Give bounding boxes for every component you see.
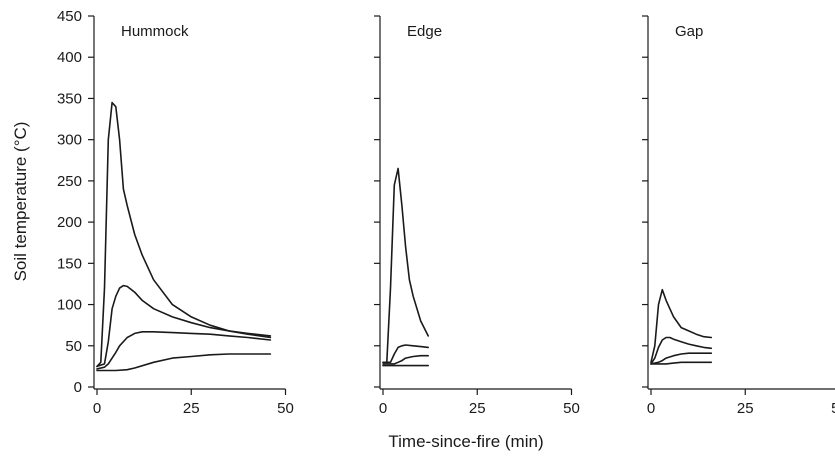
edge-series-line	[382, 344, 430, 364]
gap-series-line	[650, 288, 713, 364]
y-tick-label: 150	[57, 255, 82, 272]
edge-x-tick-label: 50	[563, 400, 580, 417]
y-axis-label: Soil temperature (°C)	[11, 122, 30, 282]
hummock-x-tick-label: 25	[183, 400, 200, 417]
gap-series-line	[650, 352, 713, 365]
y-tick-label: 300	[57, 132, 82, 149]
y-tick-label: 450	[57, 8, 82, 25]
hummock-x-tick-label: 50	[277, 400, 294, 417]
y-tick-label: 250	[57, 173, 82, 190]
edge-x-tick-label: 25	[469, 400, 486, 417]
hummock-series-line	[96, 353, 272, 372]
gap-x-tick-label: 25	[737, 400, 754, 417]
hummock-series-line	[96, 284, 272, 368]
x-axis-label: Time-since-fire (min)	[388, 432, 543, 451]
hummock-panel-title: Hummock	[121, 23, 189, 40]
gap-series-line	[650, 336, 713, 365]
gap-x-tick-label: 0	[647, 400, 655, 417]
hummock-x-tick-label: 0	[93, 400, 101, 417]
gap-series-line	[650, 361, 713, 365]
edge-x-tick-label: 0	[379, 400, 387, 417]
edge-panel-title: Edge	[407, 23, 442, 40]
gap-panel-title: Gap	[675, 23, 703, 40]
hummock-series-line	[96, 330, 272, 370]
edge-series-line	[382, 167, 430, 364]
y-tick-label: 100	[57, 297, 82, 314]
gap-x-tick-label: 50	[831, 400, 835, 417]
hummock-series-line	[96, 101, 272, 368]
y-tick-label: 0	[74, 379, 82, 396]
y-tick-label: 200	[57, 214, 82, 231]
y-tick-label: 350	[57, 90, 82, 107]
y-tick-label: 50	[65, 338, 82, 355]
y-tick-label: 400	[57, 49, 82, 66]
edge-series-line	[382, 354, 430, 365]
